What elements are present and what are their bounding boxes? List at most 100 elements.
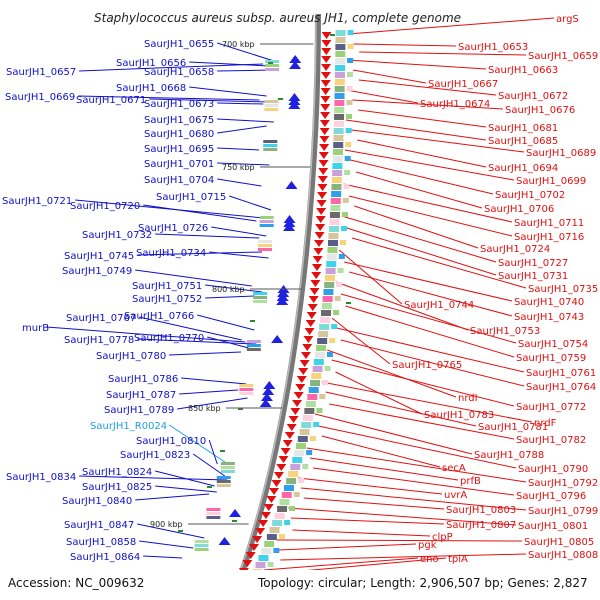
forward-gene-arrow bbox=[228, 509, 241, 517]
right-gene-label: SaurJH1_0731 bbox=[498, 271, 568, 282]
feature-block bbox=[332, 156, 343, 162]
forward-gene-arrow bbox=[271, 335, 284, 343]
right-label-connector bbox=[340, 293, 517, 344]
kbp-marker-label: 800 kbp bbox=[212, 285, 245, 294]
right-label-connector bbox=[338, 249, 403, 305]
feature-block bbox=[346, 72, 353, 77]
feature-block bbox=[312, 366, 323, 372]
right-label-connector bbox=[346, 89, 419, 104]
reverse-gene-arrow bbox=[305, 320, 316, 327]
left-label-connector bbox=[179, 389, 239, 395]
right-gene-label: SaurJH1_0659 bbox=[528, 51, 598, 62]
feature-block bbox=[346, 114, 353, 119]
feature-block bbox=[331, 324, 338, 329]
right-label-connector bbox=[353, 43, 457, 47]
feature-block bbox=[216, 484, 231, 487]
feature-block bbox=[332, 170, 343, 176]
right-gene-label: SaurJH1_0694 bbox=[488, 163, 558, 174]
right-gene-label: SaurJH1_0674 bbox=[420, 99, 490, 110]
left-label-connector bbox=[139, 316, 242, 341]
right-gene-label: SaurJH1_0702 bbox=[495, 190, 565, 201]
right-label-connector bbox=[351, 129, 525, 153]
feature-block bbox=[326, 261, 337, 267]
right-gene-label: tpiA bbox=[448, 554, 468, 565]
feature-block bbox=[333, 128, 344, 134]
right-label-connector bbox=[343, 183, 513, 223]
reverse-gene-arrow bbox=[320, 112, 331, 119]
left-gene-label: SaurJH1_0704 bbox=[144, 175, 214, 186]
feature-block bbox=[334, 86, 345, 92]
right-gene-label: SaurJH1_0663 bbox=[488, 65, 558, 76]
feature-block bbox=[264, 108, 279, 111]
feature-block bbox=[313, 422, 320, 427]
reverse-gene-arrow bbox=[319, 120, 330, 127]
left-gene-label: SaurJH1_0675 bbox=[144, 115, 214, 126]
reverse-gene-arrow bbox=[318, 160, 329, 167]
right-gene-label: SaurJH1_0807 bbox=[446, 520, 516, 531]
right-gene-label: SaurJH1_0716 bbox=[514, 232, 584, 243]
right-gene-label: clpP bbox=[432, 532, 453, 543]
right-gene-label: SaurJH1_0772 bbox=[516, 402, 586, 413]
left-gene-label: SaurJH1_0673 bbox=[144, 99, 214, 110]
right-label-connector bbox=[354, 205, 479, 249]
feature-block bbox=[284, 520, 291, 525]
feature-block bbox=[331, 177, 342, 183]
feature-block bbox=[347, 44, 354, 49]
feature-block bbox=[308, 387, 319, 393]
feature-block bbox=[272, 520, 283, 526]
feature-block bbox=[340, 240, 347, 245]
right-label-connector bbox=[278, 543, 417, 551]
reverse-gene-arrow bbox=[255, 528, 266, 535]
reverse-gene-arrow bbox=[252, 536, 263, 543]
feature-block bbox=[220, 462, 235, 465]
right-gene-label: SaurJH1_0803 bbox=[446, 505, 516, 516]
left-gene-label: SaurJH1_0655 bbox=[144, 39, 214, 50]
reverse-gene-arrow bbox=[315, 224, 326, 231]
reverse-gene-arrow bbox=[313, 248, 324, 255]
feature-block bbox=[194, 548, 209, 551]
reverse-gene-arrow bbox=[248, 544, 259, 551]
right-gene-label: secA bbox=[442, 463, 466, 474]
right-label-connector bbox=[290, 517, 445, 525]
reverse-gene-arrow bbox=[317, 184, 328, 191]
feature-block bbox=[288, 471, 299, 477]
feature-block bbox=[305, 401, 316, 407]
left-label-connector bbox=[135, 493, 210, 501]
forward-gene-arrow bbox=[289, 61, 302, 69]
right-label-connector bbox=[303, 497, 445, 510]
right-label-connector bbox=[344, 261, 513, 302]
feature-block bbox=[324, 366, 331, 371]
reverse-gene-arrow bbox=[307, 304, 318, 311]
left-label-connector bbox=[139, 540, 194, 549]
right-label-connector bbox=[313, 467, 515, 496]
reverse-gene-arrow bbox=[320, 104, 331, 111]
feature-block bbox=[321, 303, 332, 309]
feature-block bbox=[286, 478, 297, 484]
feature-block bbox=[206, 508, 221, 511]
feature-block bbox=[335, 37, 346, 43]
right-gene-label: nrdF bbox=[534, 418, 557, 429]
right-label-connector bbox=[336, 281, 469, 331]
right-gene-label: SaurJH1_0801 bbox=[518, 521, 588, 532]
feature-block bbox=[298, 478, 305, 483]
feature-block bbox=[335, 65, 346, 71]
reverse-gene-arrow bbox=[242, 560, 253, 567]
right-label-connector bbox=[331, 359, 515, 407]
feature-block bbox=[274, 513, 285, 519]
feature-block bbox=[253, 300, 268, 303]
left-gene-label: SaurJH1_0732 bbox=[82, 230, 152, 241]
reverse-gene-arrow bbox=[303, 336, 314, 343]
left-label-connector bbox=[205, 284, 263, 293]
feature-block bbox=[299, 429, 310, 435]
left-gene-label: SaurJH1_0695 bbox=[144, 144, 214, 155]
right-gene-label: SaurJH1_0699 bbox=[516, 176, 586, 187]
feature-block bbox=[263, 140, 278, 143]
right-gene-label: SaurJH1_0782 bbox=[516, 435, 586, 446]
left-label-connector bbox=[155, 485, 217, 493]
feature-block bbox=[346, 86, 353, 91]
feature-block bbox=[332, 163, 343, 169]
right-label-connector bbox=[331, 317, 391, 365]
forward-gene-arrow bbox=[276, 293, 289, 301]
